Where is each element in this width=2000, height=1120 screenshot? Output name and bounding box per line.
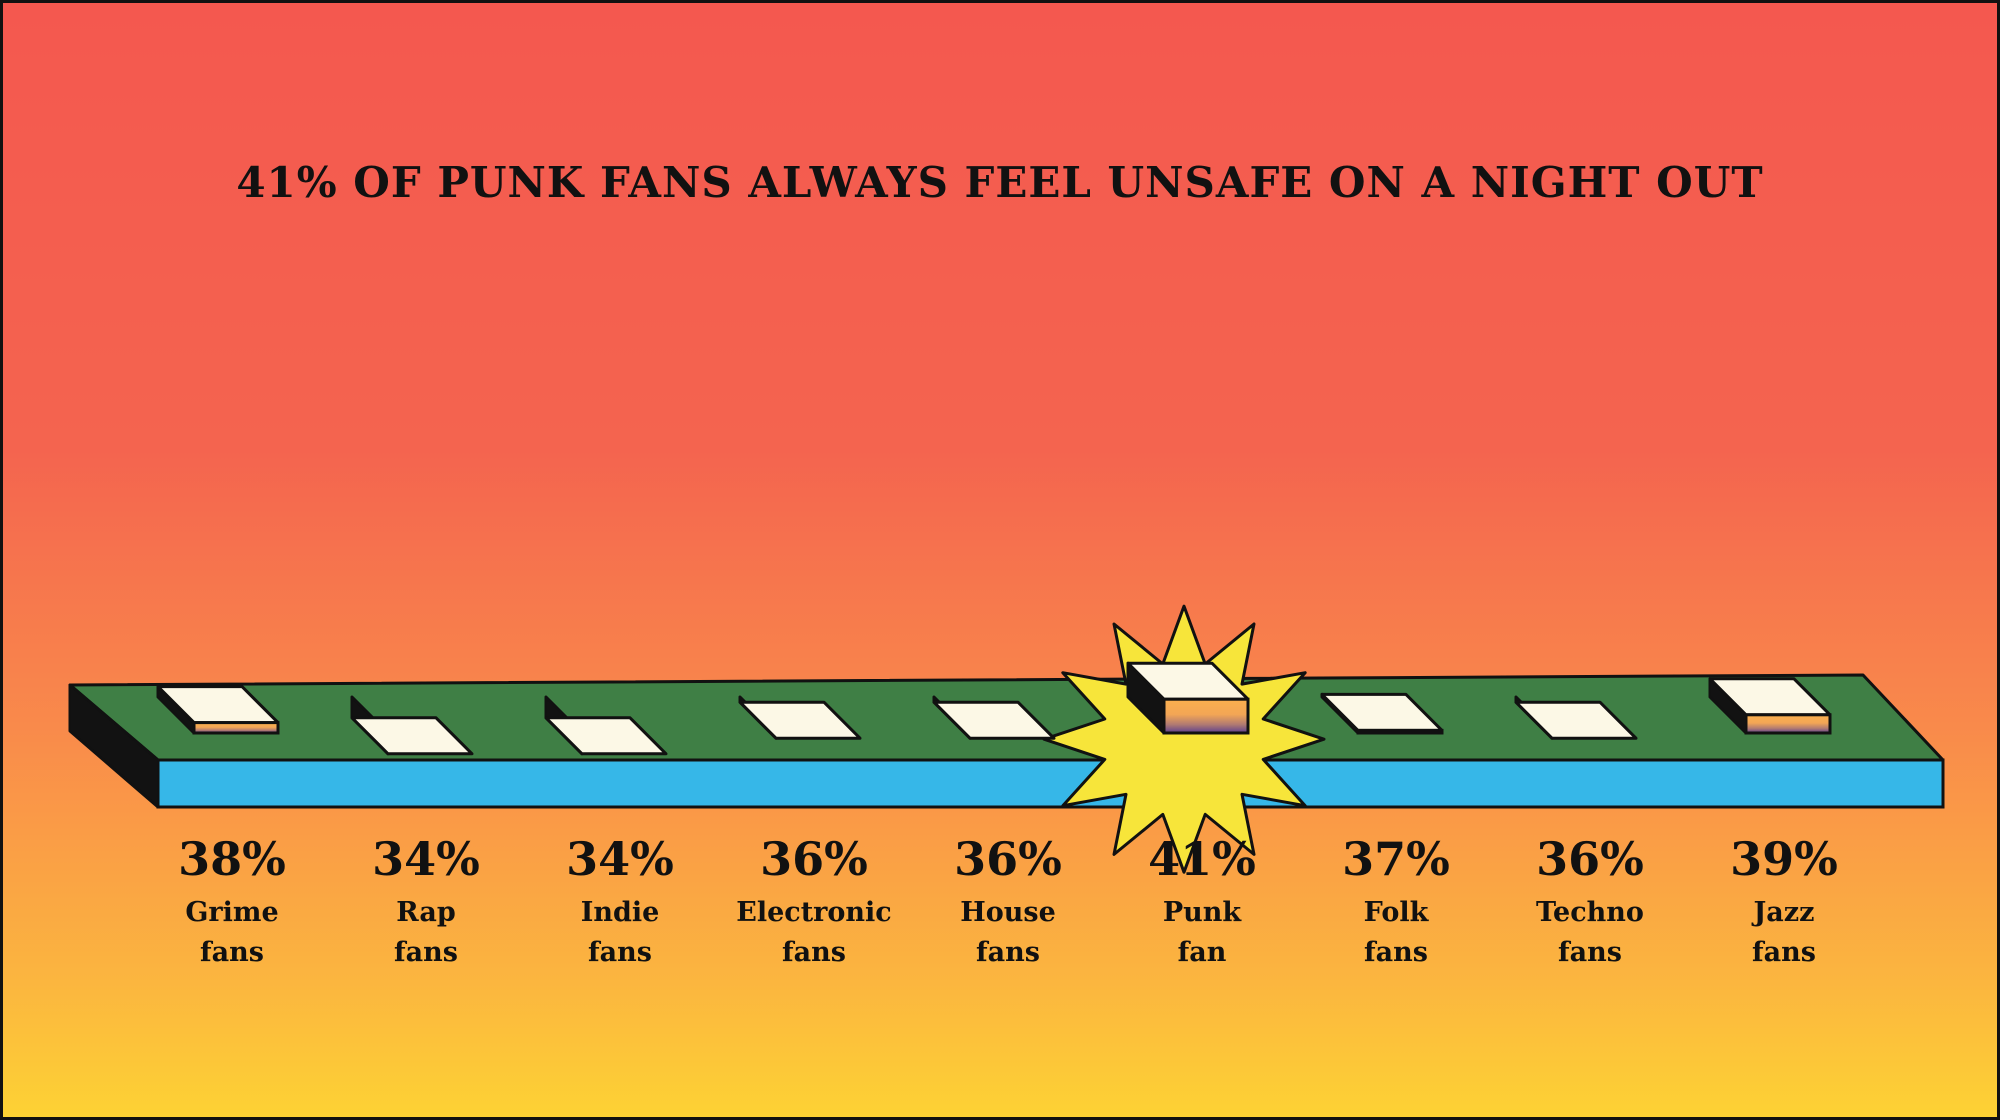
bar <box>1708 677 1832 735</box>
category-label: House fans <box>908 893 1108 973</box>
category-label-group: 37% Folk fans <box>1296 831 1496 973</box>
category-label-line: Folk <box>1363 897 1429 928</box>
category-label-group: 36% Techno fans <box>1490 831 1690 973</box>
bar-front <box>192 721 280 735</box>
value-label: 34% <box>372 832 480 886</box>
bar-top <box>350 716 474 756</box>
value-label: 36% <box>760 832 868 886</box>
bar-top <box>932 700 1056 740</box>
category-label-line: fans <box>976 937 1040 968</box>
highlight-burst <box>1042 604 1326 874</box>
bar <box>156 685 280 735</box>
chart-title: 41% OF PUNK FANS ALWAYS FEEL UNSAFE ON A… <box>236 158 1764 207</box>
category-label-group: 36% House fans <box>908 831 1108 973</box>
bar <box>738 695 862 740</box>
category-label-line: fans <box>394 937 458 968</box>
category-label: Techno fans <box>1490 893 1690 973</box>
category-label-line: fans <box>1752 937 1816 968</box>
bar-top <box>738 700 862 740</box>
category-label: Indie fans <box>520 893 720 973</box>
category-label-line: Grime <box>185 897 279 928</box>
category-label-group: 34% Indie fans <box>520 831 720 973</box>
bar-top <box>1514 700 1638 740</box>
bar <box>1514 695 1638 740</box>
category-label-line: House <box>960 897 1056 928</box>
chart-platform <box>68 673 1945 809</box>
category-label-line: fan <box>1177 937 1227 968</box>
bars-group <box>156 661 1832 756</box>
bar-front <box>1744 713 1832 735</box>
bar <box>350 695 474 756</box>
bar <box>1320 692 1444 735</box>
bar <box>932 695 1056 740</box>
bar-top <box>544 716 668 756</box>
category-label-line: fans <box>1558 937 1622 968</box>
category-label: Rap fans <box>326 893 526 973</box>
bar-chart <box>68 604 1945 874</box>
category-label-group: 36% Electronic fans <box>714 831 914 973</box>
category-label-group: 38% Grime fans <box>132 831 332 973</box>
category-label-group: 39% Jazz fans <box>1684 831 1884 973</box>
value-label: 36% <box>954 832 1062 886</box>
value-label: 39% <box>1730 832 1838 886</box>
value-label: 37% <box>1342 832 1450 886</box>
category-label-line: Rap <box>396 897 456 928</box>
category-label-line: Techno <box>1536 897 1644 928</box>
highlight-burst-shape <box>1042 604 1326 874</box>
bar <box>544 695 668 756</box>
bar <box>1126 661 1250 735</box>
category-label-line: fans <box>200 937 264 968</box>
category-label-group: 34% Rap fans <box>326 831 526 973</box>
category-label-line: fans <box>1364 937 1428 968</box>
category-label: Electronic fans <box>714 893 914 973</box>
category-label-line: fans <box>782 937 846 968</box>
value-label: 34% <box>566 832 674 886</box>
bar-front <box>1162 697 1250 735</box>
platform-front <box>156 758 1945 809</box>
bar-front <box>1356 728 1444 735</box>
category-label-line: Jazz <box>1753 897 1815 928</box>
value-label: 41% <box>1148 832 1256 886</box>
category-label-line: Indie <box>580 897 660 928</box>
category-label: Grime fans <box>132 893 332 973</box>
category-label-line: Electronic <box>736 897 892 928</box>
category-label: Folk fans <box>1296 893 1496 973</box>
category-label: Punk fan <box>1102 893 1302 973</box>
category-label: Jazz fans <box>1684 893 1884 973</box>
category-label-line: Punk <box>1162 897 1242 928</box>
value-label: 38% <box>178 832 286 886</box>
value-label: 36% <box>1536 832 1644 886</box>
category-label-group: 41% Punk fan <box>1102 831 1302 973</box>
category-label-line: fans <box>588 937 652 968</box>
